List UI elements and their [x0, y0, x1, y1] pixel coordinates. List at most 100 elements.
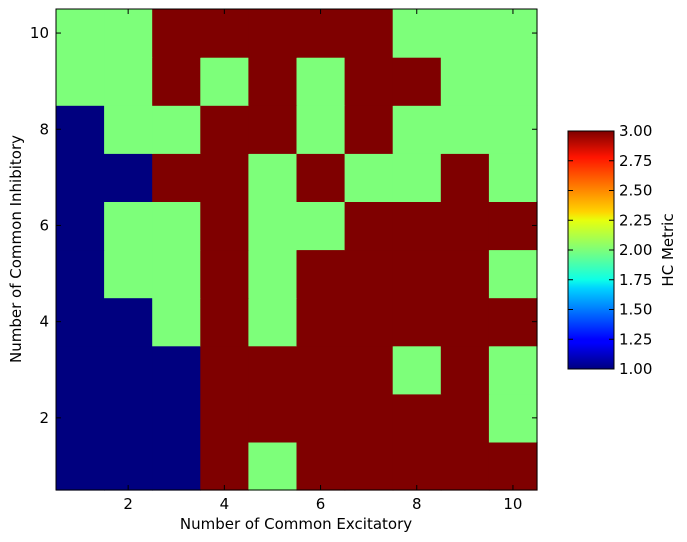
heatmap-cell	[200, 57, 249, 106]
heatmap-cell	[200, 393, 249, 443]
heatmap-cell	[392, 297, 442, 347]
heatmap-cell	[248, 297, 298, 347]
x-axis: 2 4 6 8 10	[123, 9, 522, 513]
colorbar-tick-label: 3.00	[619, 122, 652, 140]
heatmap-cell	[440, 153, 490, 202]
heatmap-cell	[248, 249, 298, 299]
heatmap-cell	[440, 57, 490, 106]
heatmap-cell	[392, 105, 442, 154]
heatmap-cell	[440, 9, 490, 58]
heatmap-cell	[392, 201, 442, 251]
heatmap-cell	[104, 105, 153, 154]
heatmap-cell	[56, 57, 105, 106]
heatmap-cell	[56, 393, 105, 443]
heatmap-cell	[440, 201, 490, 251]
heatmap-cell	[392, 153, 442, 202]
heatmap-cell	[440, 345, 490, 395]
heatmap-cell	[488, 201, 538, 251]
heatmap-cell	[56, 441, 105, 491]
heatmap-cell	[56, 297, 105, 347]
heatmap-cell	[296, 345, 346, 395]
heatmap-cell	[344, 393, 394, 443]
heatmap-cell	[488, 441, 538, 491]
heatmap-cell	[104, 345, 153, 395]
heatmap-cell	[296, 201, 346, 251]
heatmap-cell	[392, 345, 442, 395]
heatmap-cell	[200, 249, 249, 299]
x-tick-label: 2	[123, 495, 133, 513]
heatmap-cell	[200, 9, 249, 58]
heatmap-cell	[152, 249, 201, 299]
heatmap-cell	[296, 249, 346, 299]
colorbar-tick-label: 1.00	[619, 360, 652, 378]
heatmap-cell	[104, 393, 153, 443]
heatmap-cell	[200, 153, 249, 202]
heatmap-cell	[296, 297, 346, 347]
heatmap-cell	[248, 345, 298, 395]
heatmap-cell	[488, 153, 538, 202]
heatmap-cell	[56, 345, 105, 395]
heatmap-cell	[200, 441, 249, 491]
heatmap-cell	[488, 9, 538, 58]
colorbar-tick-label: 2.75	[619, 152, 652, 170]
heatmap-cell	[152, 297, 201, 347]
heatmap-cell	[56, 249, 105, 299]
heatmap-cell	[152, 9, 201, 58]
heatmap-cell	[200, 201, 249, 251]
heatmap-cell	[296, 441, 346, 491]
heatmap-cell	[152, 201, 201, 251]
heatmap-cell	[104, 9, 153, 58]
heatmap-cell	[392, 9, 442, 58]
heatmap-cell	[296, 57, 346, 106]
y-axis: 2 4 6 8 10	[30, 24, 537, 427]
heatmap-cell	[392, 393, 442, 443]
colorbar-tick-label: 2.25	[619, 211, 652, 229]
x-tick-label: 10	[503, 495, 522, 513]
heatmap-cell	[344, 201, 394, 251]
heatmap-cell	[344, 105, 394, 154]
heatmap-cell	[152, 105, 201, 154]
heatmap-cell	[56, 105, 105, 154]
colorbar-tick-label: 2.00	[619, 241, 652, 259]
heatmap-cell	[248, 201, 298, 251]
heatmap-cell	[344, 345, 394, 395]
heatmap-cell	[248, 105, 298, 154]
heatmap-cell	[344, 249, 394, 299]
heatmap-cell	[344, 153, 394, 202]
heatmap-cell	[296, 9, 346, 58]
heatmap-cell	[152, 441, 201, 491]
heatmap-cell	[392, 57, 442, 106]
y-tick-label: 6	[39, 216, 49, 234]
y-tick-label: 10	[30, 24, 49, 42]
heatmap-cell	[104, 153, 153, 202]
heatmap-cell	[200, 297, 249, 347]
heatmap-cell	[200, 345, 249, 395]
heatmap-cell	[488, 297, 538, 347]
heatmap-cell	[488, 249, 538, 299]
y-tick-label: 8	[39, 120, 49, 138]
heatmap-cell	[488, 105, 538, 154]
heatmap-cell	[248, 393, 298, 443]
x-tick-label: 6	[316, 495, 326, 513]
heatmap-cell	[248, 153, 298, 202]
x-tick-label: 8	[412, 495, 422, 513]
colorbar-tick-label: 2.50	[619, 182, 652, 200]
heatmap-cell	[248, 9, 298, 58]
colorbar: 1.00 1.25 1.50 1.75 2.00 2.25 2.50 2.75 3.00 HC …	[567, 122, 677, 378]
heatmap-cell	[104, 249, 153, 299]
heatmap-cell	[248, 441, 298, 491]
y-axis-label: Number of Common Inhibitory	[7, 135, 25, 363]
heatmap-cell	[296, 393, 346, 443]
heatmap-cell	[152, 153, 201, 202]
plot-area-border	[55, 8, 538, 491]
colorbar-gradient	[567, 130, 615, 370]
heatmap-cell	[296, 105, 346, 154]
heatmap-cell	[248, 57, 298, 106]
heatmap-cell	[488, 393, 538, 443]
heatmap-cell	[56, 9, 105, 58]
heatmap-cell	[152, 57, 201, 106]
heatmap-cell	[392, 249, 442, 299]
heatmap-cell	[392, 441, 442, 491]
heatmap-cell	[104, 441, 153, 491]
